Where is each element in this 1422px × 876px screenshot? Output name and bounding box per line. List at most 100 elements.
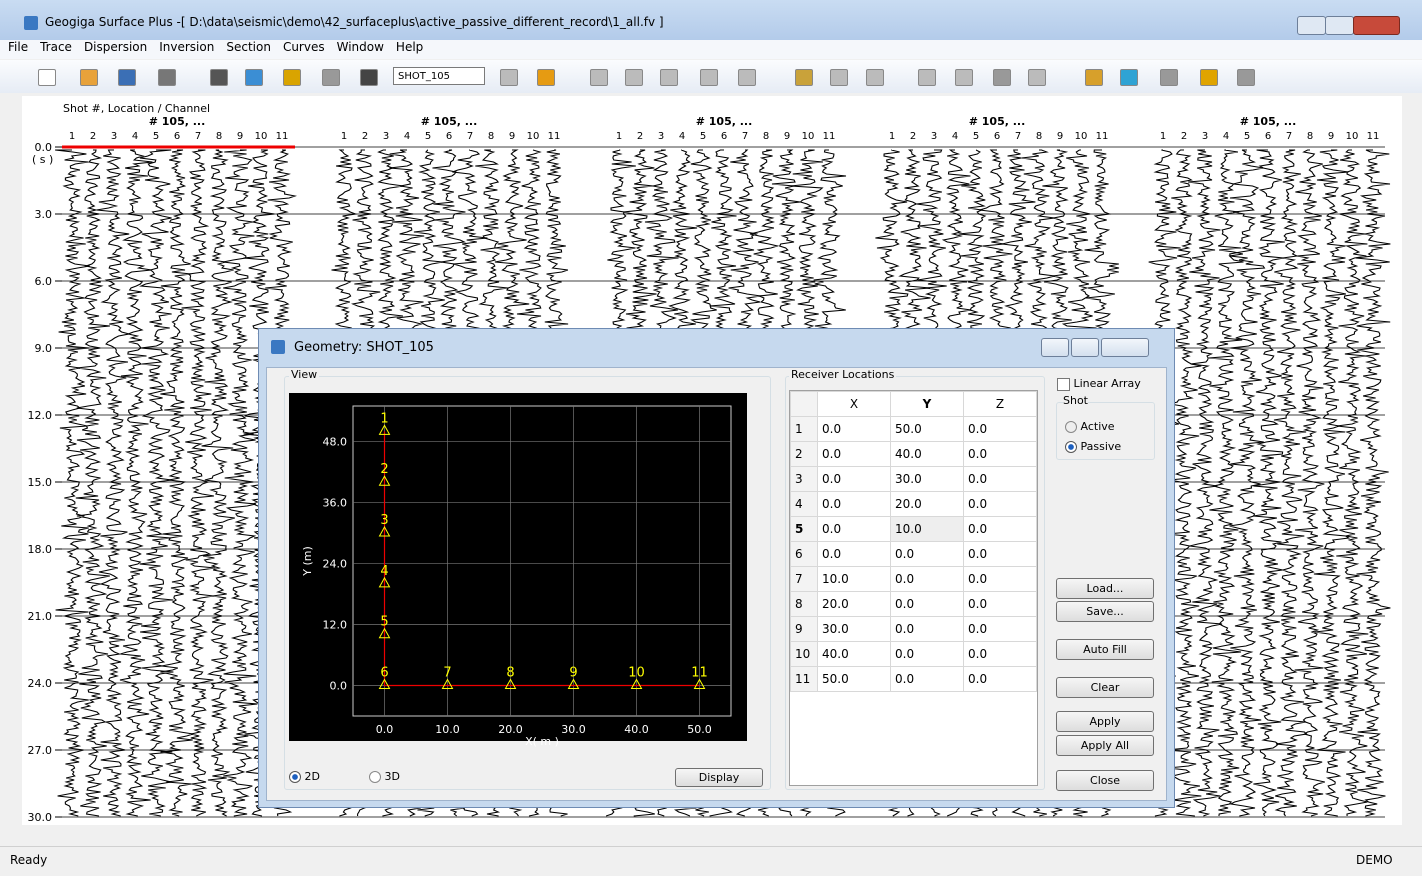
table-cell[interactable]: 0.0 — [964, 417, 1037, 442]
table-cell[interactable]: 30.0 — [891, 467, 964, 492]
toolbar-button[interactable] — [1200, 69, 1218, 86]
menu-item[interactable]: File — [8, 40, 28, 54]
display-button[interactable]: Display — [675, 768, 763, 787]
dialog-button[interactable]: Clear — [1056, 677, 1154, 698]
toolbar-button[interactable] — [322, 69, 340, 86]
plot-hscroll[interactable] — [289, 743, 747, 759]
table-cell[interactable]: 0.0 — [818, 517, 891, 542]
toolbar-button[interactable] — [830, 69, 848, 86]
menu-item[interactable]: Section — [226, 40, 271, 54]
dialog-button[interactable]: Load... — [1056, 578, 1154, 599]
menu-item[interactable]: Help — [396, 40, 423, 54]
toolbar-button[interactable] — [210, 69, 228, 86]
radio-passive[interactable]: Passive — [1065, 440, 1121, 453]
radio-active[interactable]: Active — [1065, 420, 1115, 433]
close-button[interactable] — [1353, 16, 1400, 35]
dialog-maximize[interactable] — [1071, 338, 1099, 357]
row-number[interactable]: 6 — [791, 542, 818, 567]
table-cell[interactable]: 0.0 — [964, 442, 1037, 467]
toolbar-button[interactable] — [918, 69, 936, 86]
toolbar-button[interactable] — [1160, 69, 1178, 86]
toolbar-button[interactable] — [283, 69, 301, 86]
row-number[interactable]: 5 — [791, 517, 818, 542]
table-cell[interactable]: 0.0 — [818, 442, 891, 467]
menu-item[interactable]: Window — [337, 40, 384, 54]
table-cell[interactable]: 0.0 — [818, 542, 891, 567]
row-number[interactable]: 8 — [791, 592, 818, 617]
table-cell[interactable]: 40.0 — [818, 642, 891, 667]
toolbar-button[interactable] — [955, 69, 973, 86]
table-cell[interactable]: 0.0 — [964, 542, 1037, 567]
menu-item[interactable]: Curves — [283, 40, 325, 54]
menu-item[interactable]: Dispersion — [84, 40, 147, 54]
toolbar-button[interactable] — [1085, 69, 1103, 86]
table-cell[interactable]: 0.0 — [964, 592, 1037, 617]
horizontal-scrollbar[interactable] — [0, 826, 1402, 844]
dialog-button[interactable]: Close — [1056, 770, 1154, 791]
row-number[interactable]: 10 — [791, 642, 818, 667]
table-cell[interactable]: 50.0 — [818, 667, 891, 692]
toolbar-button[interactable] — [590, 69, 608, 86]
toolbar-button[interactable] — [866, 69, 884, 86]
dialog-button[interactable]: Save... — [1056, 601, 1154, 622]
toolbar-button[interactable] — [118, 69, 136, 86]
toolbar-button[interactable] — [700, 69, 718, 86]
table-cell[interactable]: 50.0 — [891, 417, 964, 442]
toolbar-button[interactable] — [795, 69, 813, 86]
table-cell[interactable]: 0.0 — [818, 492, 891, 517]
table-cell[interactable]: 10.0 — [891, 517, 964, 542]
row-number[interactable]: 3 — [791, 467, 818, 492]
toolbar-button[interactable] — [158, 69, 176, 86]
table-cell[interactable]: 0.0 — [891, 667, 964, 692]
radio-3d[interactable]: 3D — [369, 770, 400, 783]
table-cell[interactable]: 40.0 — [891, 442, 964, 467]
linear-array-checkbox[interactable]: Linear Array — [1057, 377, 1141, 391]
table-cell[interactable]: 0.0 — [818, 417, 891, 442]
table-cell[interactable]: 30.0 — [818, 617, 891, 642]
radio-2d[interactable]: 2D — [289, 770, 320, 783]
toolbar-button[interactable] — [1237, 69, 1255, 86]
table-cell[interactable]: 0.0 — [891, 542, 964, 567]
toolbar-button[interactable] — [500, 69, 518, 86]
menu-item[interactable]: Inversion — [159, 40, 214, 54]
dialog-button[interactable]: Auto Fill — [1056, 639, 1154, 660]
table-cell[interactable]: 0.0 — [891, 617, 964, 642]
table-cell[interactable]: 0.0 — [964, 492, 1037, 517]
toolbar-button[interactable] — [1120, 69, 1138, 86]
row-number[interactable]: 9 — [791, 617, 818, 642]
table-cell[interactable]: 0.0 — [891, 642, 964, 667]
toolbar-button[interactable] — [360, 69, 378, 86]
menu-item[interactable]: Trace — [40, 40, 72, 54]
toolbar-button[interactable] — [993, 69, 1011, 86]
toolbar-button[interactable] — [537, 69, 555, 86]
plot-vscroll[interactable] — [749, 393, 767, 741]
table-cell[interactable]: 0.0 — [891, 592, 964, 617]
shot-combo[interactable]: SHOT_105 — [393, 67, 485, 85]
toolbar-button[interactable] — [245, 69, 263, 86]
toolbar-button[interactable] — [660, 69, 678, 86]
minimize-button[interactable] — [1297, 16, 1326, 35]
table-cell[interactable]: 0.0 — [964, 517, 1037, 542]
toolbar-button[interactable] — [1028, 69, 1046, 86]
row-number[interactable]: 1 — [791, 417, 818, 442]
table-cell[interactable]: 0.0 — [964, 567, 1037, 592]
row-number[interactable]: 7 — [791, 567, 818, 592]
table-cell[interactable]: 0.0 — [818, 467, 891, 492]
row-number[interactable]: 11 — [791, 667, 818, 692]
table-cell[interactable]: 0.0 — [891, 567, 964, 592]
vertical-scrollbar[interactable] — [1403, 96, 1420, 825]
row-number[interactable]: 4 — [791, 492, 818, 517]
dialog-button[interactable]: Apply — [1056, 711, 1154, 732]
maximize-button[interactable] — [1325, 16, 1354, 35]
dialog-close-x[interactable] — [1101, 338, 1149, 357]
